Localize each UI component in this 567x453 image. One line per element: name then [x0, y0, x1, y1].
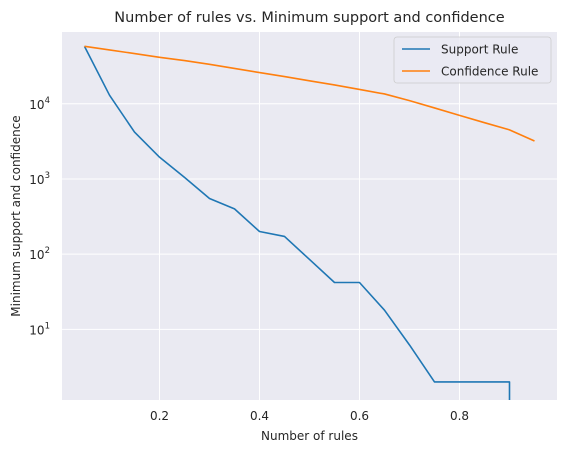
y-tick-labels: 101 102 103 104: [29, 96, 50, 338]
x-tick-label: 0.4: [250, 409, 269, 423]
y-tick-label: 101: [29, 321, 50, 337]
y-tick-label: 104: [29, 96, 50, 112]
x-tick-labels: 0.2 0.4 0.6 0.8: [150, 409, 469, 423]
y-axis-label: Minimum support and confidence: [9, 115, 23, 316]
confidence-rule-line: [84, 45, 535, 142]
series-layer: [83, 45, 535, 400]
legend-label-support-rule: Support Rule: [441, 43, 518, 57]
legend: Support Rule Confidence Rule: [393, 36, 552, 84]
grid: [62, 32, 557, 400]
y-tick-label: 102: [29, 246, 50, 262]
x-tick-label: 0.6: [350, 409, 369, 423]
y-tick-label: 103: [29, 171, 50, 187]
legend-label-confidence-rule: Confidence Rule: [441, 65, 538, 79]
chart-title: Number of rules vs. Minimum support and …: [114, 10, 504, 26]
plot-background: [62, 32, 557, 400]
support-rule-line: [83, 45, 511, 400]
x-tick-label: 0.8: [450, 409, 469, 423]
legend-box: [393, 36, 552, 84]
x-axis-label: Number of rules: [261, 429, 358, 443]
x-tick-label: 0.2: [150, 409, 169, 423]
